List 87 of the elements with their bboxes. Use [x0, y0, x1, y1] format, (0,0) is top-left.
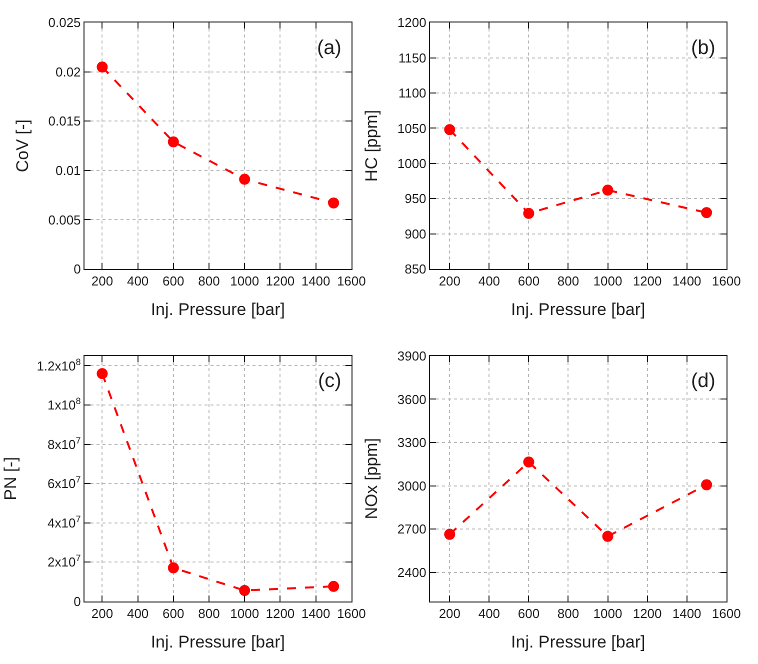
x-tick-label: 800 — [557, 274, 580, 289]
y-tick-label: 850 — [404, 262, 426, 276]
x-tick-label: 1000 — [593, 606, 622, 621]
point — [701, 207, 712, 218]
y-axis-title: PN [-] — [1, 456, 20, 500]
y-tick-label: 1100 — [398, 86, 426, 101]
y-tick-label: 0.02 — [56, 64, 81, 80]
x-tick-label: 800 — [198, 274, 220, 289]
x-tick-label: 200 — [438, 274, 461, 289]
x-tick-label: 200 — [91, 274, 114, 289]
y-tick-label: 1050 — [397, 120, 426, 136]
x-tick-label: 1400 — [672, 606, 702, 621]
annotation: (d) — [691, 370, 716, 392]
x-tick-label: 1200 — [632, 274, 662, 289]
point — [444, 528, 456, 540]
x-tick-label: 1600 — [336, 274, 366, 289]
point — [168, 136, 179, 148]
x-tick-label: 600 — [162, 606, 184, 621]
annotation: (b) — [691, 37, 716, 59]
y-tick-label: 0 — [74, 594, 81, 609]
point — [523, 456, 534, 468]
point — [328, 580, 340, 592]
x-tick-label: 1000 — [593, 274, 622, 289]
x-tick-label: 1600 — [712, 606, 741, 621]
x-tick-label: 200 — [91, 606, 114, 621]
y-tick-label: 1x10$^{8}$ — [48, 396, 81, 413]
y-tick-label: 4x10$^{7}$ — [48, 514, 81, 530]
x-tick-label: 400 — [126, 274, 149, 289]
y-tick-label: 8x10$^{7}$ — [48, 435, 81, 452]
annotation: (c) — [318, 370, 342, 392]
x-tick-label: 400 — [478, 274, 500, 289]
point — [239, 584, 250, 596]
y-tick-label: 3300 — [397, 435, 426, 450]
point — [701, 479, 712, 490]
x-tick-label: 1400 — [301, 606, 330, 621]
x-tick-label: 1600 — [712, 274, 741, 289]
y-tick-label: 6x10$^{7}$ — [48, 474, 81, 492]
x-tick-label: 600 — [518, 606, 540, 621]
y-tick-label: 2700 — [397, 522, 426, 537]
y-tick-label: 2x10$^{7}$ — [48, 553, 81, 570]
annotation: (a) — [317, 37, 342, 59]
x-tick-label: 400 — [126, 606, 149, 621]
point — [168, 562, 179, 574]
y-tick-label: 3000 — [397, 478, 426, 494]
x-tick-label: 1400 — [301, 274, 330, 289]
y-tick-label: 0.025 — [48, 15, 81, 30]
y-tick-label: 3600 — [397, 392, 426, 407]
y-tick-label: 950 — [404, 191, 426, 206]
x-tick-label: 600 — [162, 274, 184, 289]
x-tick-label: 400 — [478, 606, 500, 621]
x-tick-label: 1000 — [230, 274, 260, 289]
y-tick-label: 0.015 — [48, 114, 81, 129]
x-tick-label: 1200 — [632, 606, 662, 621]
x-tick-label: 1600 — [336, 606, 366, 621]
x-tick-label: 1200 — [266, 606, 295, 621]
point — [96, 61, 108, 72]
y-tick-label: 0.005 — [48, 212, 81, 228]
x-axis-title: Inj. Pressure [bar] — [150, 300, 285, 319]
y-tick-label: 1150 — [398, 50, 426, 66]
point — [239, 174, 250, 185]
x-tick-label: 800 — [557, 606, 580, 621]
x-tick-label: 800 — [198, 606, 220, 621]
point — [602, 530, 614, 542]
x-tick-label: 200 — [438, 606, 461, 621]
y-tick-label: 0.01 — [56, 162, 81, 178]
point — [328, 197, 340, 208]
x-tick-label: 1000 — [230, 606, 260, 621]
y-tick-label: 1.2x10$^{8}$ — [36, 356, 81, 374]
y-tick-label: 2400 — [397, 564, 426, 580]
y-tick-label: 0 — [74, 262, 81, 276]
x-tick-label: 600 — [518, 274, 540, 289]
point — [444, 124, 456, 136]
y-axis-title: CoV [-] — [12, 119, 32, 172]
y-axis-title: NOx [ppm] — [362, 438, 381, 520]
x-tick-label: 1200 — [266, 274, 295, 289]
x-tick-label: 1400 — [672, 274, 702, 289]
y-tick-label: 1000 — [397, 156, 426, 171]
point — [602, 184, 614, 196]
point — [523, 208, 534, 219]
point — [96, 368, 108, 380]
y-tick-label: 1200 — [397, 15, 426, 30]
x-axis-title: Inj. Pressure [bar] — [511, 632, 646, 652]
y-tick-label: 3900 — [397, 348, 426, 364]
x-axis-title: Inj. Pressure [bar] — [150, 632, 285, 652]
y-tick-label: 900 — [404, 226, 426, 242]
x-axis-title: Inj. Pressure [bar] — [511, 300, 646, 319]
y-axis-title: HC [ppm] — [362, 110, 381, 182]
